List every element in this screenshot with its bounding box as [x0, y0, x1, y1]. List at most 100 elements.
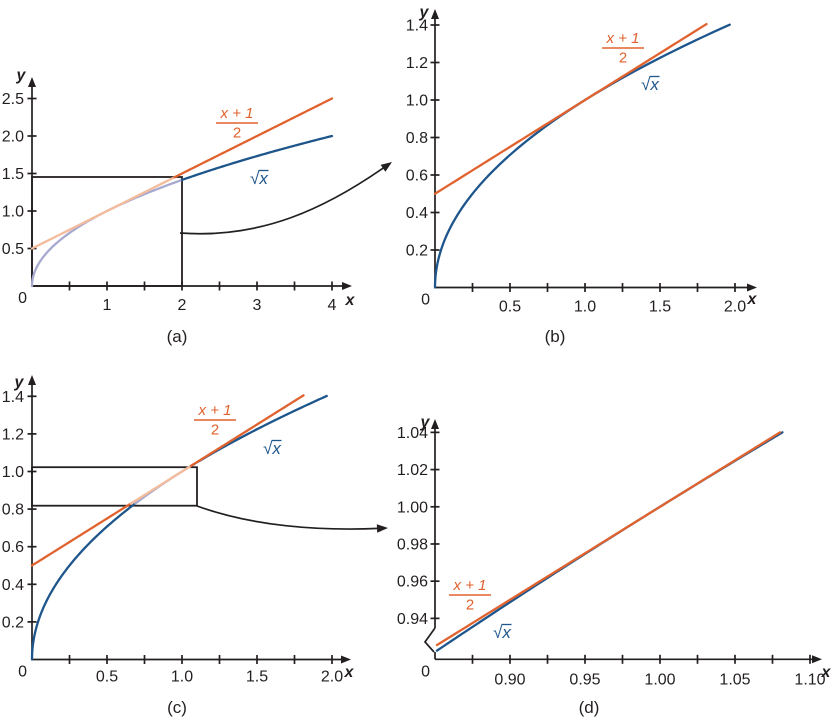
caption-d: (d) — [578, 698, 600, 717]
tangent-label-denominator: 2 — [233, 125, 241, 142]
sqrt-label-text: √x — [493, 623, 511, 642]
panel-c: 0.5 1.0 1.5 2.0 0.2 0.4 0.6 0.8 1.0 1.2 1.4 0 x y x + … — [2, 374, 388, 686]
y-tick-label: 0.2 — [406, 243, 428, 260]
x-axis-arrowhead — [341, 655, 351, 664]
x-tick-label: 3 — [253, 297, 262, 314]
tangent-label-denominator: 2 — [466, 597, 474, 614]
x-tick-label: 1.0 — [171, 669, 193, 686]
tangent-label: x + 1 2 — [602, 30, 644, 67]
sqrt-label-text: √x — [250, 169, 268, 188]
y-tick-label: 1.0 — [2, 464, 24, 481]
y-axis-arrowhead — [431, 419, 439, 429]
y-tick-label: 1.4 — [2, 389, 24, 406]
tangent-line — [435, 431, 782, 647]
x-tick-label: 1.5 — [649, 299, 671, 316]
tangent-label-numerator: x + 1 — [606, 30, 640, 47]
x-axis-letter: x — [747, 291, 758, 308]
x-tick-label: 0.90 — [494, 671, 525, 688]
y-axis-letter: y — [14, 374, 25, 391]
x-tick-label: 2 — [178, 297, 187, 314]
y-axis-letter: y — [419, 4, 430, 21]
y-axis-arrowhead — [431, 9, 439, 19]
y-tick-label: 0.5 — [2, 241, 24, 258]
y-axis-arrowhead — [28, 77, 36, 87]
y-tick-label: 0.2 — [2, 614, 24, 631]
origin-label: 0 — [421, 663, 430, 680]
y-tick-label: 0.96 — [397, 574, 428, 591]
y-axis-letter: y — [420, 414, 431, 431]
sqrt-label-text: √x — [641, 75, 659, 94]
y-tick-label: 0.94 — [397, 611, 428, 628]
y-tick-label: 0.4 — [406, 205, 428, 222]
tangent-line — [189, 394, 305, 468]
tangent-line — [30, 502, 133, 567]
x-axis-arrowhead — [342, 282, 352, 290]
x-tick-label: 1.5 — [246, 669, 268, 686]
tangent-line-faded — [30, 176, 176, 250]
y-tick-label: 1.2 — [406, 55, 428, 72]
x-tick-label: 0.5 — [499, 299, 521, 316]
panel-b: 0.5 1.0 1.5 2.0 0.2 0.4 0.6 0.8 1.0 1.2 1.4 0 x y x + … — [406, 4, 758, 316]
sqrt-label: √x — [641, 75, 660, 94]
tangent-label: x + 1 2 — [216, 105, 258, 142]
panel-d: 0.90 0.95 1.00 1.05 1.10 0.94 0.96 0.98 1.00 1.02… — [397, 414, 831, 688]
zoom-rectangle — [31, 466, 198, 507]
y-tick-label: 2.0 — [2, 129, 24, 146]
tangent-label-numerator: x + 1 — [453, 577, 487, 594]
x-tick-label: 1.05 — [719, 671, 750, 688]
origin-label: 0 — [18, 664, 27, 681]
sqrt-label: √x — [493, 623, 512, 642]
caption-a: (a) — [166, 327, 188, 346]
y-tick-label: 0.4 — [2, 577, 24, 594]
zoom-arrow-head — [380, 162, 392, 172]
x-tick-label: 1.10 — [794, 671, 825, 688]
sqrt-curve — [435, 431, 784, 652]
tangent-line — [173, 97, 334, 179]
x-tick-label: 2.0 — [724, 299, 746, 316]
origin-label: 0 — [18, 290, 27, 307]
sqrt-curve — [433, 23, 731, 289]
sqrt-label-text: √x — [263, 439, 281, 458]
caption-c: (c) — [167, 698, 187, 717]
zoom-arrow — [179, 166, 386, 235]
x-tick-label: 1.0 — [574, 299, 596, 316]
y-tick-label: 0.8 — [2, 502, 24, 519]
origin-label: 0 — [421, 292, 430, 309]
y-tick-label: 0.8 — [406, 130, 428, 147]
y-tick-label: 2.5 — [2, 91, 24, 108]
x-axis-letter: x — [821, 664, 831, 681]
tangent-label: x + 1 2 — [194, 402, 236, 439]
tangent-label-denominator: 2 — [211, 422, 219, 439]
tangent-line-faded — [129, 464, 193, 505]
y-axis-break — [423, 627, 436, 653]
x-tick-label: 4 — [328, 297, 337, 314]
x-axis-letter: x — [345, 292, 356, 309]
x-axis-letter: x — [344, 664, 355, 681]
tangent-label-denominator: 2 — [619, 50, 627, 67]
zoom-arrow-head — [376, 524, 388, 533]
y-tick-label: 0.98 — [397, 536, 428, 553]
sqrt-label: √x — [250, 169, 269, 188]
x-tick-label: 0.5 — [96, 669, 118, 686]
panel-a: 1 2 3 4 0.5 1.0 1.5 2.0 2.5 0 x y x + 1 2 √x — [2, 67, 392, 314]
y-tick-label: 1.02 — [397, 462, 428, 479]
y-tick-label: 1.00 — [397, 499, 428, 516]
y-tick-label: 0.6 — [406, 168, 428, 185]
y-tick-label: 1.04 — [397, 425, 428, 442]
sqrt-curve-faded — [30, 178, 184, 288]
sqrt-curve — [30, 502, 137, 661]
zoom-arrow — [196, 505, 380, 530]
tangent-label-numerator: x + 1 — [220, 105, 254, 122]
y-tick-label: 1.5 — [2, 166, 24, 183]
x-axis-arrowhead — [812, 655, 822, 664]
sqrt-curve — [180, 134, 334, 182]
y-axis-letter: y — [16, 67, 27, 84]
zoom-rectangle — [31, 176, 183, 287]
x-axis-arrowhead — [747, 283, 757, 292]
y-tick-label: 1.4 — [406, 18, 428, 35]
sqrt-label: √x — [263, 439, 282, 458]
tangent-line — [433, 22, 708, 195]
y-axis-arrowhead — [28, 375, 36, 385]
